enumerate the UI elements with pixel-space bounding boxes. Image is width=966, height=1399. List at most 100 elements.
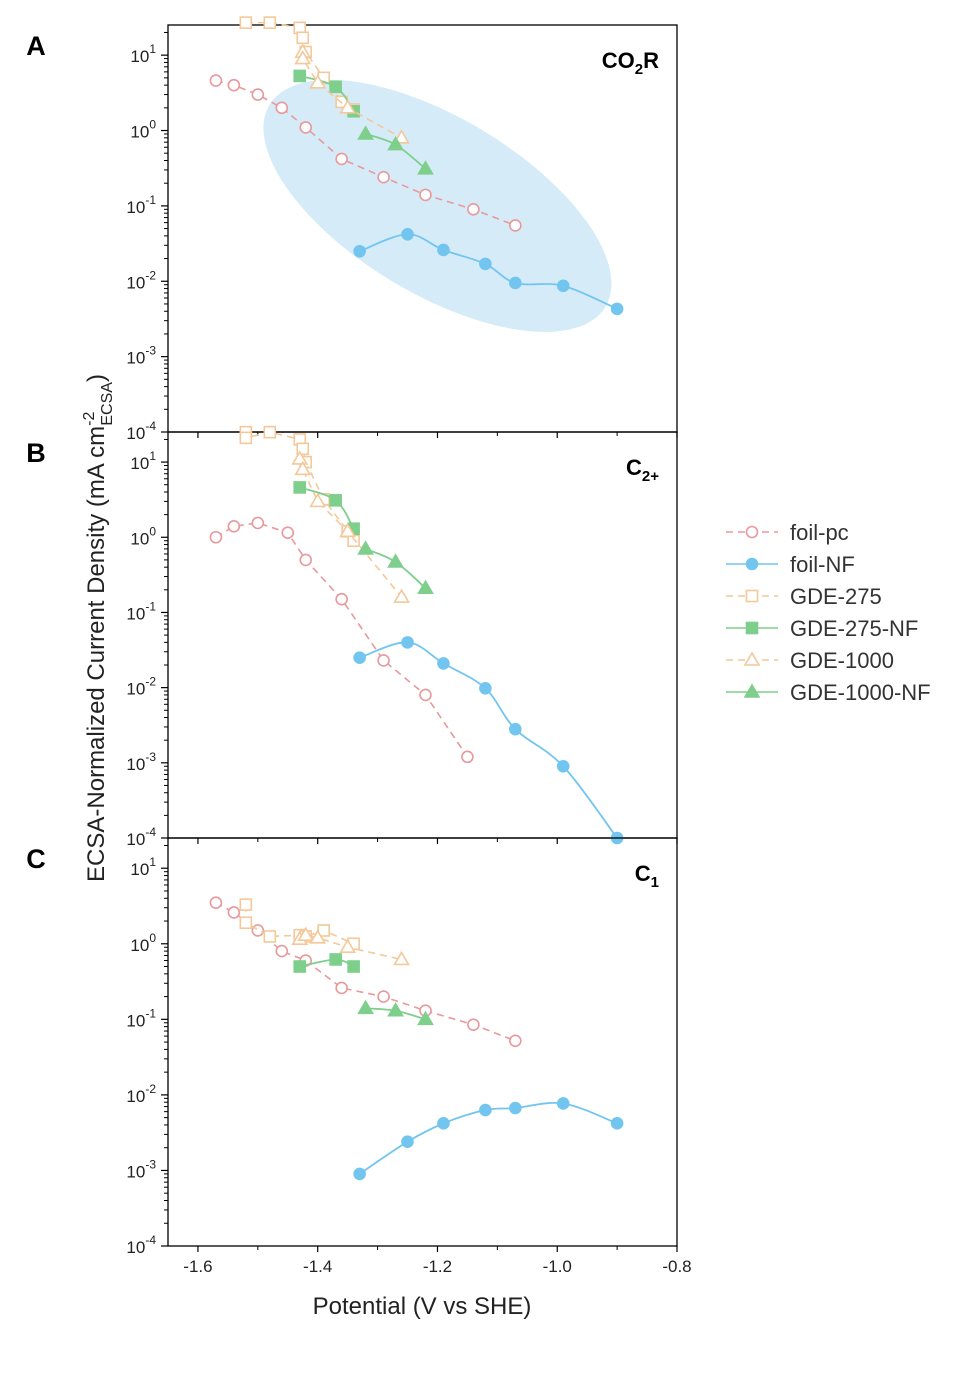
data-point (291, 450, 309, 465)
data-point (239, 431, 253, 445)
x-tick-label: -1.2 (423, 1257, 452, 1276)
data-point (296, 442, 310, 456)
y-tick-label: 10-3 (126, 344, 156, 368)
data-point (209, 896, 223, 909)
data-point (293, 481, 307, 494)
panel-c-letter: C (26, 844, 46, 874)
panel-b-series-gde-1000-nf (357, 540, 434, 595)
data-point (417, 160, 434, 175)
x-tick-label: -1.0 (543, 1257, 572, 1276)
panel-a: 10-4 10-3 10-2 10-1 100 101 A CO2R (26, 16, 678, 443)
data-point (556, 759, 570, 773)
data-point (377, 170, 390, 184)
data-point (377, 990, 390, 1003)
data-point (419, 688, 432, 702)
data-point (294, 50, 312, 65)
panel-b: 10-4 10-3 10-2 10-1 100 101 B C2+ (26, 425, 678, 849)
y-tick-label: 10-4 (126, 825, 156, 849)
panel-c-series-foil-nf (353, 1097, 624, 1181)
y-axis-title-close: ) (83, 374, 110, 382)
data-point (467, 203, 480, 216)
data-point (299, 553, 313, 567)
legend-marker (745, 525, 759, 539)
data-point (329, 953, 342, 966)
series-line (245, 431, 355, 542)
legend-marker (743, 651, 761, 666)
panel-c-title: C1 (635, 861, 659, 891)
data-point (335, 592, 348, 606)
x-tick-label: -1.4 (303, 1257, 332, 1276)
legend-item-foil-pc: foil-pc (726, 520, 849, 545)
legend-marker (745, 589, 759, 603)
data-point (509, 1034, 522, 1048)
data-point (335, 152, 348, 166)
data-point (339, 522, 357, 538)
data-point (393, 950, 410, 966)
data-point (556, 1097, 570, 1110)
data-point (335, 981, 348, 995)
data-point (509, 722, 522, 736)
panel-c-y-axis: 10-4 10-3 10-2 10-1 100 101 (126, 844, 168, 1257)
legend-item-foil-nf: foil-NF (726, 552, 855, 577)
data-point (393, 129, 410, 144)
panel-c: 10-4 10-3 10-2 10-1 100 101 C C1 (26, 837, 678, 1257)
panel-a-y-axis: 10-4 10-3 10-2 10-1 100 101 (126, 31, 168, 443)
x-axis-title: Potential (V vs SHE) (313, 1293, 532, 1320)
data-point (377, 654, 390, 667)
y-tick-label: 101 (130, 449, 156, 473)
y-tick-label: 101 (130, 42, 156, 66)
y-tick-label: 10-1 (126, 193, 156, 217)
data-point (329, 494, 342, 507)
data-point (401, 636, 414, 649)
data-point (339, 99, 357, 114)
panel-c-series-gde-1000-nf (357, 999, 434, 1026)
series-line (215, 901, 516, 1042)
legend-item-gde-1000-nf: GDE-1000-NF (726, 680, 931, 705)
data-point (461, 750, 474, 764)
legend-label: GDE-1000 (790, 648, 894, 673)
panel-a-series-foil-nf (353, 227, 624, 316)
data-point (387, 136, 404, 151)
panel-a-series-gde-1000 (294, 43, 410, 144)
data-point (353, 1167, 366, 1181)
data-point (479, 1103, 492, 1117)
data-point (209, 530, 223, 544)
y-tick-label: 10-3 (126, 750, 156, 774)
data-point (419, 188, 432, 202)
data-point (509, 1101, 522, 1115)
legend-label: GDE-275-NF (790, 616, 918, 641)
data-point (437, 243, 450, 257)
legend-label: foil-pc (790, 520, 849, 545)
y-tick-label: 10-2 (126, 268, 156, 292)
data-point (509, 276, 522, 290)
data-point (437, 1117, 450, 1130)
data-point (293, 960, 307, 973)
series-line (215, 79, 516, 227)
data-point (296, 31, 310, 45)
data-point (251, 88, 265, 101)
y-tick-label: 101 (130, 855, 156, 879)
y-tick-label: 10-4 (126, 419, 156, 443)
data-point (417, 1010, 434, 1026)
data-point (417, 579, 434, 595)
legend-item-gde-1000: GDE-1000 (726, 648, 894, 673)
data-point (275, 101, 289, 115)
panel-a-series-gde-1000-nf (357, 125, 434, 175)
panel-a-letter: A (26, 31, 46, 61)
data-point (239, 16, 253, 29)
y-tick-label: 10-3 (126, 1157, 156, 1181)
data-point (263, 930, 277, 943)
legend-marker (743, 683, 761, 698)
data-point (353, 651, 366, 665)
y-tick-label: 10-2 (126, 675, 156, 699)
legend-marker (745, 621, 759, 635)
data-point (357, 540, 375, 555)
legend-marker (745, 557, 759, 571)
y-axis-title-sup: -2 (81, 412, 98, 426)
data-point (309, 74, 327, 89)
y-axis-title-sub: ECSA (99, 382, 116, 426)
panel-a-title: CO2R (602, 48, 659, 78)
panel-b-series-foil-nf (353, 636, 624, 845)
